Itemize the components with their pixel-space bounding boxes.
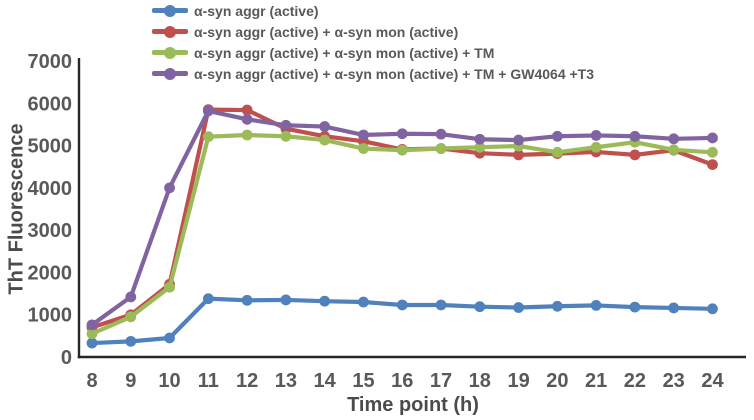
data-point-marker <box>280 119 292 131</box>
data-point-marker <box>241 129 253 141</box>
data-point-marker <box>435 299 447 311</box>
data-point-marker <box>707 146 718 158</box>
data-point-marker <box>707 303 718 315</box>
data-point-marker <box>629 301 641 313</box>
x-tick-label: 11 <box>198 370 219 392</box>
data-point-marker <box>707 159 718 171</box>
data-point-marker <box>358 143 369 154</box>
data-point-marker <box>86 319 98 331</box>
data-point-marker <box>280 294 292 306</box>
y-tick-label: 2000 <box>28 262 73 284</box>
data-point-marker <box>125 291 137 303</box>
x-tick-label: 10 <box>158 370 180 392</box>
data-point-marker <box>358 129 369 141</box>
x-tick-label: 23 <box>663 370 685 392</box>
x-tick-label: 9 <box>125 370 136 392</box>
data-point-marker <box>164 332 175 344</box>
legend-dot-icon <box>164 46 176 59</box>
data-point-marker <box>668 133 680 145</box>
data-point-marker <box>590 300 602 311</box>
data-point-marker <box>435 143 447 154</box>
y-tick-label: 3000 <box>28 220 73 242</box>
legend-label: α-syn aggr (active) + α-syn mon (active)… <box>194 44 495 61</box>
y-tick-label: 7000 <box>28 51 73 73</box>
x-tick-label: 13 <box>275 370 297 392</box>
data-point-marker <box>513 149 524 161</box>
data-point-marker <box>86 337 98 349</box>
y-tick-label: 4000 <box>28 178 73 200</box>
legend-line-marker-icon <box>152 67 188 80</box>
data-point-marker <box>590 130 602 141</box>
data-point-marker <box>319 121 331 132</box>
data-point-marker <box>202 293 214 305</box>
data-point-marker <box>319 134 331 146</box>
data-point-marker <box>241 104 253 116</box>
data-point-marker <box>280 130 292 142</box>
data-point-marker <box>125 335 137 347</box>
x-tick-label: 14 <box>314 370 337 392</box>
legend-label: α-syn aggr (active) + α-syn mon (active) <box>194 23 459 40</box>
data-point-marker <box>86 328 98 340</box>
data-point-marker <box>513 302 524 313</box>
legend-line-marker-icon <box>152 25 188 38</box>
x-tick-label: 19 <box>507 370 529 392</box>
data-point-marker <box>202 105 214 117</box>
data-point-marker <box>513 134 524 146</box>
data-point-marker <box>241 294 253 306</box>
x-tick-label: 15 <box>352 370 374 392</box>
y-tick-label: 1000 <box>28 305 73 327</box>
legend-line-marker-icon <box>152 4 188 17</box>
data-point-marker <box>551 146 563 158</box>
data-point-marker <box>164 281 175 293</box>
data-point-marker <box>474 133 486 145</box>
data-point-marker <box>668 144 680 156</box>
chart-legend: α-syn aggr (active) α-syn aggr (active) +… <box>152 0 594 84</box>
data-point-marker <box>358 296 369 308</box>
data-point-marker <box>590 141 602 153</box>
y-tick-label: 6000 <box>28 93 73 115</box>
data-point-marker <box>396 144 408 156</box>
x-tick-label: 20 <box>546 370 568 392</box>
data-point-marker <box>551 300 563 312</box>
legend-item: α-syn aggr (active) <box>152 0 594 21</box>
legend-dot-icon <box>164 4 176 17</box>
x-tick-label: 16 <box>391 370 413 392</box>
legend-dot-icon <box>164 25 176 38</box>
x-axis-title: Time point (h) <box>347 394 479 416</box>
data-point-marker <box>551 130 563 142</box>
data-point-marker <box>396 299 408 311</box>
data-point-marker <box>668 302 680 314</box>
data-point-marker <box>629 130 641 142</box>
data-point-marker <box>474 141 486 153</box>
data-point-marker <box>474 301 486 313</box>
data-point-marker <box>396 128 408 140</box>
legend-item: α-syn aggr (active) + α-syn mon (active) <box>152 21 594 42</box>
x-tick-label: 17 <box>430 370 452 392</box>
x-tick-label: 8 <box>86 370 97 392</box>
data-point-marker <box>241 113 253 125</box>
x-tick-label: 22 <box>624 370 646 392</box>
data-point-marker <box>164 182 175 194</box>
data-point-marker <box>629 149 641 161</box>
legend-dot-icon <box>164 67 176 80</box>
y-tick-label: 5000 <box>28 136 73 158</box>
legend-label: α-syn aggr (active) <box>194 2 319 19</box>
x-tick-label: 21 <box>585 370 607 392</box>
data-point-marker <box>707 132 718 144</box>
data-point-marker <box>125 311 137 323</box>
legend-item: α-syn aggr (active) + α-syn mon (active)… <box>152 63 594 84</box>
legend-line-marker-icon <box>152 46 188 59</box>
legend-label: α-syn aggr (active) + α-syn mon (active)… <box>194 65 595 82</box>
x-tick-label: 18 <box>469 370 491 392</box>
x-tick-label: 12 <box>236 370 258 392</box>
y-axis-title: ThT Fluorescence <box>5 123 28 295</box>
x-tick-label: 24 <box>701 370 724 392</box>
data-point-marker <box>202 131 214 143</box>
data-point-marker <box>319 295 331 307</box>
legend-item: α-syn aggr (active) + α-syn mon (active)… <box>152 42 594 63</box>
y-tick-label: 0 <box>61 347 72 369</box>
data-point-marker <box>435 128 447 140</box>
